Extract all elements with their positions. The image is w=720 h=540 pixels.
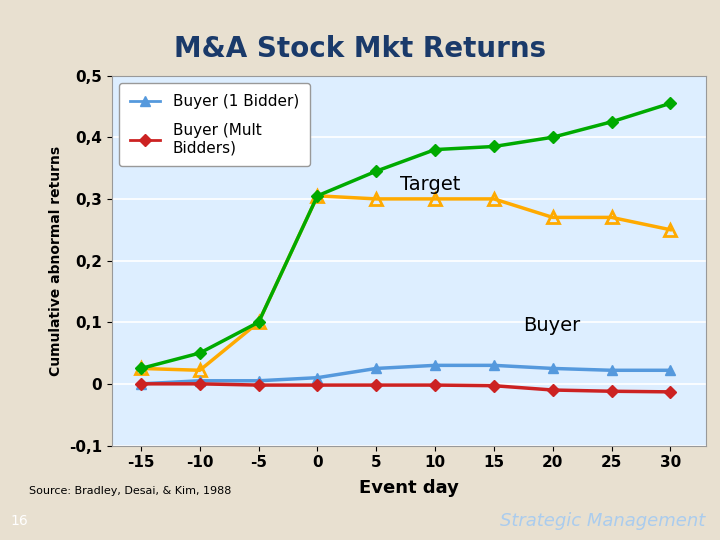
Legend: Buyer (1 Bidder), Buyer (Mult
Bidders): Buyer (1 Bidder), Buyer (Mult Bidders) xyxy=(120,83,310,166)
Text: Target: Target xyxy=(400,174,460,194)
Text: M&A Stock Mkt Returns: M&A Stock Mkt Returns xyxy=(174,35,546,63)
Text: Strategic Management: Strategic Management xyxy=(500,511,706,530)
Text: Buyer: Buyer xyxy=(523,316,580,335)
X-axis label: Event day: Event day xyxy=(359,478,459,497)
Text: 16: 16 xyxy=(11,514,29,528)
Text: Source: Bradley, Desai, & Kim, 1988: Source: Bradley, Desai, & Kim, 1988 xyxy=(29,485,231,496)
Y-axis label: Cumulative abnormal returns: Cumulative abnormal returns xyxy=(49,145,63,376)
